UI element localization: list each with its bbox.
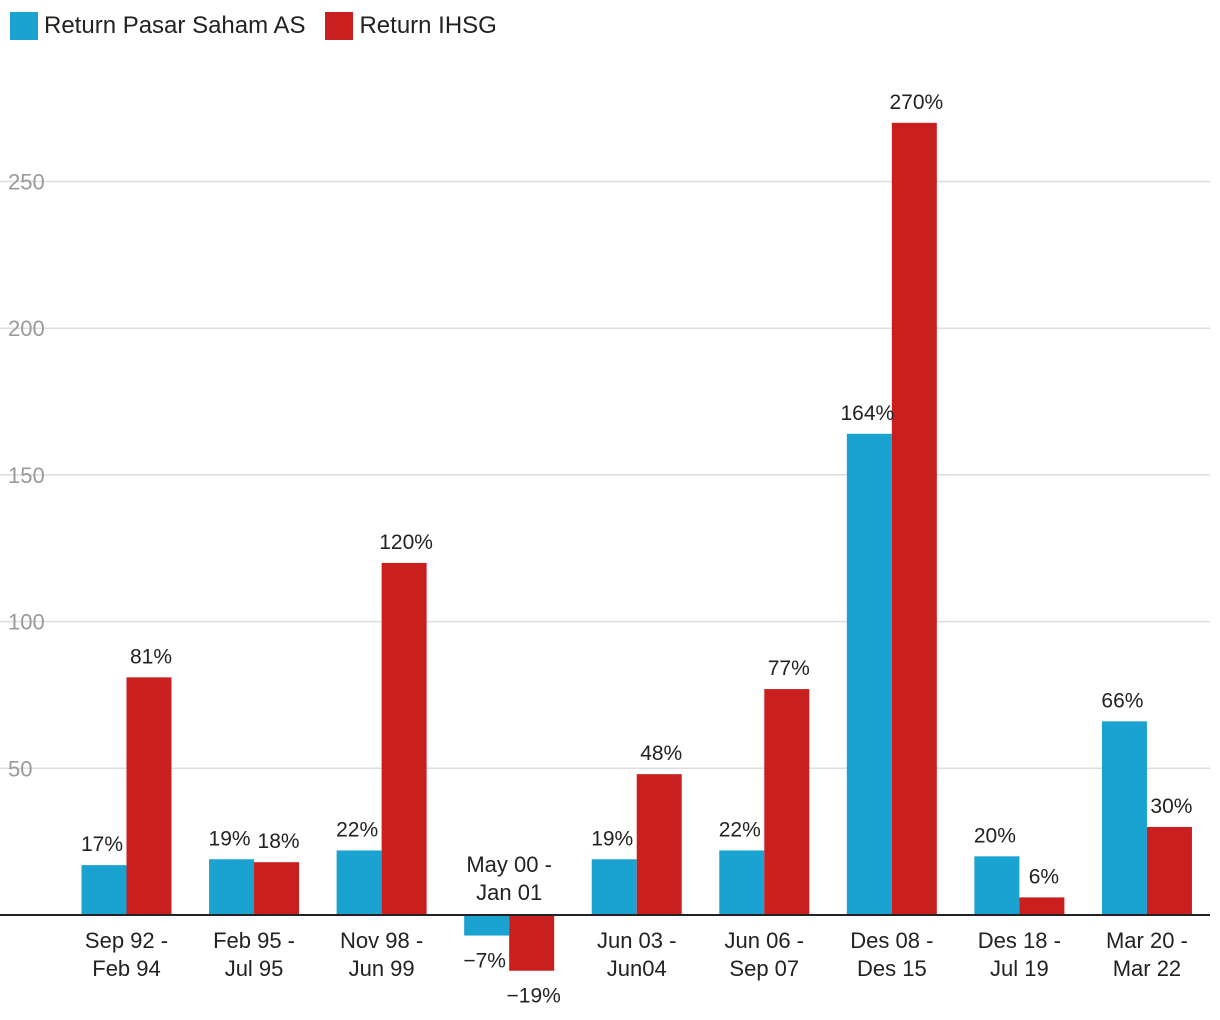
data-label-us-market-1: 19% xyxy=(209,827,251,850)
data-label-us-market-2: 22% xyxy=(336,818,378,841)
data-label-us-market-4: 19% xyxy=(591,827,633,850)
data-label-us-market-3: −7% xyxy=(463,950,506,973)
y-axis-ticks: 50 100 150 200 250 xyxy=(8,170,45,782)
legend-item-us-market: Return Pasar Saham AS xyxy=(10,12,305,40)
data-label-us-market-6: 164% xyxy=(840,402,894,425)
x-tick-label-7-line-0: Des 18 - xyxy=(978,928,1061,953)
y-tick-label-200: 200 xyxy=(8,316,45,341)
bar-ihsg-7 xyxy=(1019,897,1065,915)
data-label-ihsg-6: 270% xyxy=(889,91,943,114)
chart-legend: Return Pasar Saham AS Return IHSG xyxy=(10,12,517,40)
y-tick-label-100: 100 xyxy=(8,610,45,635)
x-tick-label-3-line-1: Jan 01 xyxy=(476,880,542,905)
bar-us-market-1 xyxy=(209,859,255,915)
x-tick-label-0-line-1: Feb 94 xyxy=(92,956,161,981)
y-tick-label-150: 150 xyxy=(8,463,45,488)
bar-ihsg-6 xyxy=(891,122,937,915)
legend-label-us-market: Return Pasar Saham AS xyxy=(44,12,306,39)
bar-ihsg-1 xyxy=(254,862,300,915)
bar-us-market-5 xyxy=(719,850,765,915)
data-label-ihsg-2: 120% xyxy=(379,531,433,554)
data-labels: 17% 81% 19% 18% 22% 120% −7%−19% 19% 48% 22% 77% 16… xyxy=(81,91,1192,1008)
bar-us-market-0 xyxy=(81,865,127,915)
data-label-ihsg-4: 48% xyxy=(640,742,682,765)
bar-ihsg-0 xyxy=(126,677,172,915)
bar-us-market-6 xyxy=(846,433,892,915)
data-label-ihsg-0: 81% xyxy=(130,645,172,668)
gridlines xyxy=(0,180,1210,770)
x-tick-label-5-line-1: Sep 07 xyxy=(729,956,799,981)
data-label-ihsg-7: 6% xyxy=(1029,865,1059,888)
data-label-ihsg-5: 77% xyxy=(768,657,810,680)
bar-ihsg-8 xyxy=(1146,826,1192,915)
data-label-ihsg-3: −19% xyxy=(507,985,561,1008)
x-tick-label-4-line-1: Jun04 xyxy=(607,956,667,981)
bar-us-market-2 xyxy=(336,850,382,915)
data-label-ihsg-1: 18% xyxy=(258,830,300,853)
legend-label-ihsg: Return IHSG xyxy=(359,12,497,39)
x-tick-label-2-line-1: Jun 99 xyxy=(349,956,415,981)
bar-ihsg-4 xyxy=(636,774,682,915)
x-tick-label-1-line-0: Feb 95 - xyxy=(213,928,295,953)
data-label-ihsg-8: 30% xyxy=(1150,795,1192,818)
bar-ihsg-3 xyxy=(509,915,555,971)
x-tick-label-8-line-0: Mar 20 - xyxy=(1106,928,1188,953)
bar-ihsg-5 xyxy=(764,689,810,915)
legend-item-ihsg: Return IHSG xyxy=(325,12,497,40)
x-tick-label-4-line-0: Jun 03 - xyxy=(597,928,677,953)
bar-us-market-4 xyxy=(591,859,637,915)
data-label-us-market-8: 66% xyxy=(1101,689,1143,712)
bar-us-market-8 xyxy=(1101,721,1147,915)
y-tick-label-50: 50 xyxy=(8,756,32,781)
data-label-us-market-0: 17% xyxy=(81,833,123,856)
legend-swatch-us-market xyxy=(10,12,38,40)
x-tick-label-7-line-1: Jul 19 xyxy=(990,956,1049,981)
y-tick-label-250: 250 xyxy=(8,170,45,195)
x-axis-labels: Sep 92 - Feb 94 Feb 95 - Jul 95 Nov 98 - Jun … xyxy=(85,852,1188,981)
x-tick-label-6-line-0: Des 08 - xyxy=(850,928,933,953)
bar-us-market-3 xyxy=(464,915,510,936)
legend-swatch-ihsg xyxy=(325,12,354,40)
x-tick-label-2-line-0: Nov 98 - xyxy=(340,928,423,953)
bars xyxy=(81,122,1192,971)
bar-ihsg-2 xyxy=(381,562,427,915)
x-tick-label-1-line-1: Jul 95 xyxy=(225,956,284,981)
data-label-us-market-7: 20% xyxy=(974,824,1016,847)
x-tick-label-6-line-1: Des 15 xyxy=(857,956,927,981)
x-tick-label-8-line-1: Mar 22 xyxy=(1113,956,1181,981)
bar-us-market-7 xyxy=(974,856,1020,915)
x-tick-label-0-line-0: Sep 92 - xyxy=(85,928,168,953)
x-tick-label-3-line-0: May 00 - xyxy=(466,852,552,877)
x-tick-label-5-line-0: Jun 06 - xyxy=(725,928,805,953)
data-label-us-market-5: 22% xyxy=(719,818,761,841)
